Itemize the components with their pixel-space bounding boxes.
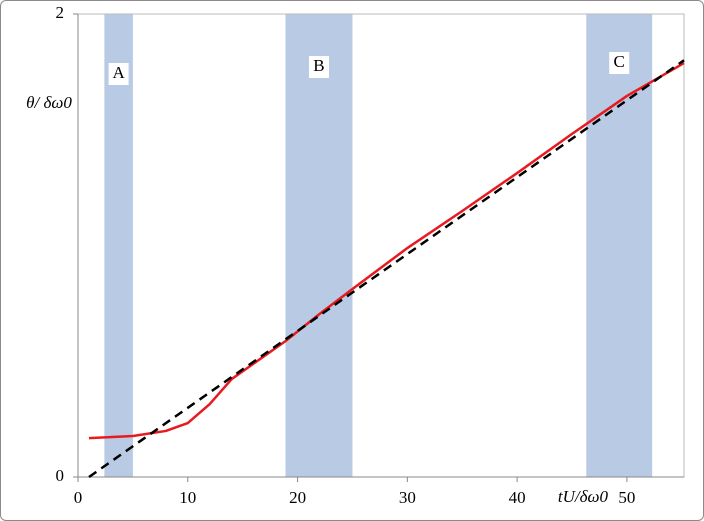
y-tick-label: 2 [56, 3, 65, 22]
line [88, 59, 685, 479]
band-label: B [313, 56, 324, 75]
x-tick-label: 0 [74, 488, 83, 507]
x-axis-label: tU/δω0 [558, 487, 609, 506]
x-tick-label: 30 [399, 488, 416, 507]
x-tick-label: 20 [289, 488, 306, 507]
band-label: C [614, 52, 625, 71]
band [285, 14, 353, 477]
y-axis-label: θ/ δω0 [26, 93, 72, 112]
band-label-bg [609, 52, 630, 74]
y-tick-label: 0 [56, 466, 65, 485]
x-tick-label: 40 [509, 488, 526, 507]
x-tick-label: 10 [179, 488, 196, 507]
band-label-bg [308, 56, 329, 78]
x-tick-label: 50 [618, 488, 635, 507]
line [88, 61, 685, 440]
band [586, 14, 653, 477]
band-label: A [112, 63, 125, 82]
band [104, 14, 133, 477]
band-label-bg [108, 63, 129, 85]
